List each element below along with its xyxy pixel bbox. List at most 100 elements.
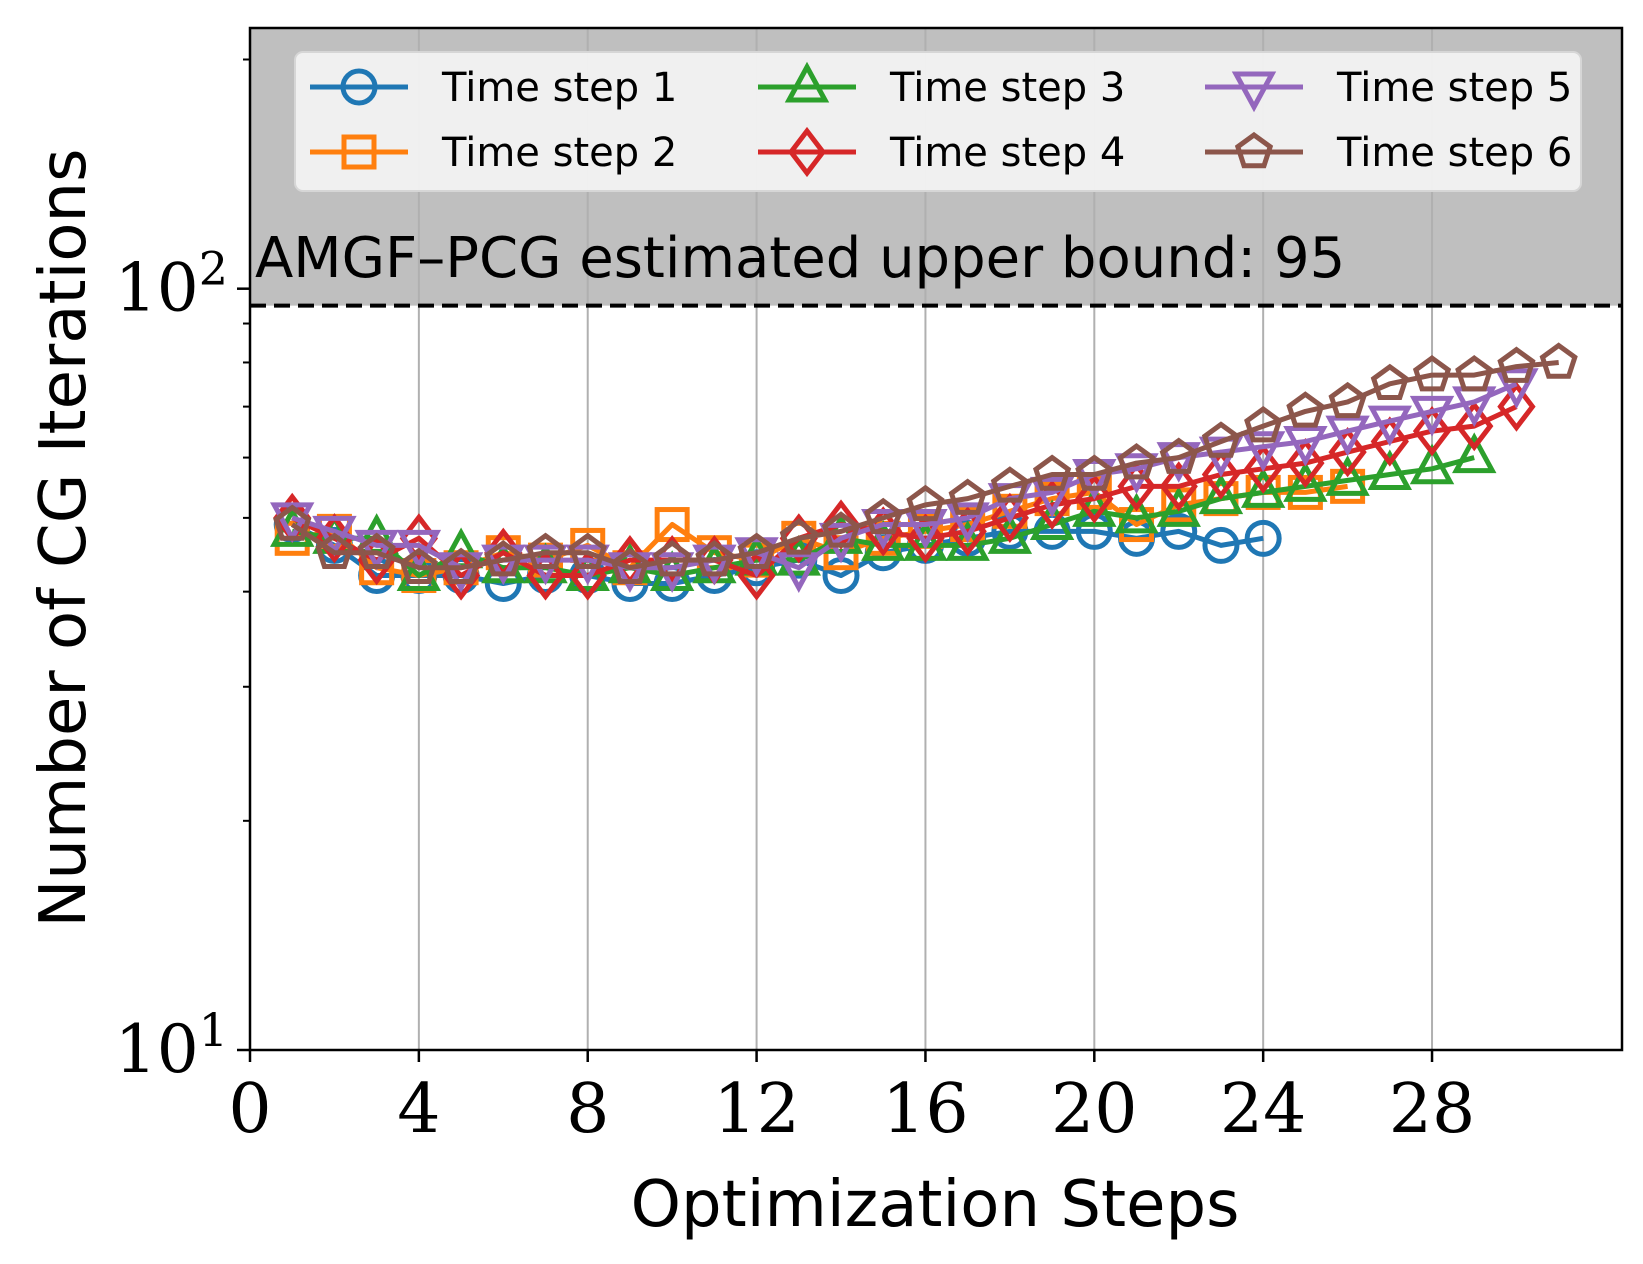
data-point <box>1159 437 1198 474</box>
data-point <box>1201 449 1241 500</box>
data-point <box>1286 391 1325 428</box>
data-point <box>1494 368 1539 410</box>
data-point <box>1244 443 1283 494</box>
data-point <box>1539 342 1578 379</box>
data-point <box>315 532 354 569</box>
legend-label: Time step 5 <box>1336 65 1572 111</box>
data-point <box>1202 526 1240 564</box>
x-tick-label: 24 <box>1220 1070 1307 1149</box>
y-tick-label: 102 <box>115 242 228 327</box>
data-point <box>1159 461 1198 512</box>
data-point <box>396 529 442 571</box>
data-point <box>948 506 987 557</box>
data-point <box>1075 512 1113 550</box>
data-point <box>990 466 1029 503</box>
x-tick-label: 12 <box>713 1070 800 1149</box>
legend-entry: Time step 1 <box>310 65 677 111</box>
legend: Time step 1 Time step 2 Time step 3 Time st… <box>294 51 1582 192</box>
data-point <box>1032 454 1072 491</box>
legend-entry: Time step 6 <box>1205 130 1572 176</box>
data-point <box>1283 425 1328 467</box>
x-tick-label: 8 <box>566 1070 609 1149</box>
data-point <box>737 532 776 569</box>
legend-label: Time step 2 <box>441 130 677 176</box>
axes-frame <box>248 26 1624 1052</box>
data-point <box>1370 416 1409 467</box>
data-point <box>354 529 399 571</box>
data-point <box>1198 473 1244 515</box>
legend-marker <box>340 68 378 106</box>
legend-label: Time step 1 <box>441 65 677 111</box>
data-point <box>1156 486 1201 527</box>
data-point <box>1240 431 1286 472</box>
data-point <box>607 552 653 593</box>
series-layer <box>270 342 1578 602</box>
x-tick-label: 20 <box>1051 1070 1138 1149</box>
data-point <box>1286 438 1325 489</box>
upper-bound-label: AMGF–PCG estimated upper bound: 95 <box>255 226 1345 291</box>
data-point <box>438 552 484 593</box>
data-point <box>1497 381 1536 432</box>
data-point <box>1409 443 1455 485</box>
data-point <box>441 547 481 584</box>
data-point <box>906 513 945 564</box>
data-point <box>1117 443 1156 480</box>
legend-marker <box>787 126 827 178</box>
data-point <box>396 550 442 592</box>
data-point <box>1075 473 1114 524</box>
series-line <box>290 360 1559 571</box>
data-point <box>987 513 1033 554</box>
data-point <box>1240 467 1286 508</box>
data-point <box>695 540 734 577</box>
series-line <box>291 404 1518 578</box>
data-point <box>948 478 987 515</box>
data-point <box>1455 355 1494 392</box>
data-point <box>1409 395 1455 437</box>
x-tick-label: 16 <box>882 1070 969 1149</box>
series-6 <box>273 342 1578 584</box>
x-tick-label: 28 <box>1389 1070 1476 1149</box>
data-point <box>945 502 990 544</box>
data-point <box>312 515 357 557</box>
data-point <box>903 509 948 550</box>
data-point <box>1283 461 1328 502</box>
x-tick-label: 0 <box>228 1070 271 1149</box>
data-point <box>864 497 903 535</box>
data-point <box>526 532 565 569</box>
data-point <box>906 484 945 522</box>
y-axis-label: Number of CG Iterations <box>27 149 101 928</box>
legend-marker <box>1234 131 1274 169</box>
data-point <box>357 532 396 569</box>
data-point <box>1114 492 1159 534</box>
data-point <box>779 518 818 555</box>
data-point <box>1328 381 1367 419</box>
x-axis-label: Optimization Steps <box>631 1168 1240 1242</box>
data-point <box>1201 421 1241 458</box>
data-point <box>1412 355 1452 392</box>
axes-layer: 0 4 8 12 16 20 24 28 101 102 <box>115 26 1624 1149</box>
legend-label: Time step 4 <box>889 130 1125 176</box>
legend-entry: Time step 4 <box>758 126 1125 178</box>
data-point <box>484 540 523 577</box>
data-point <box>1370 363 1409 401</box>
data-point <box>1367 405 1413 447</box>
data-point <box>273 504 312 541</box>
legend-marker <box>1231 71 1277 113</box>
y-tick-label: 101 <box>115 1003 228 1088</box>
legend-entry: Time step 3 <box>758 61 1125 111</box>
data-point <box>568 532 607 569</box>
data-point <box>1367 449 1413 491</box>
legend-entry: Time step 2 <box>310 130 677 176</box>
data-point <box>692 544 737 586</box>
data-point <box>1029 476 1075 518</box>
data-point <box>1497 346 1536 383</box>
data-point <box>1455 400 1494 452</box>
data-point <box>1029 499 1075 541</box>
legend-label: Time step 3 <box>889 65 1125 111</box>
legend-marker <box>784 61 830 103</box>
data-point <box>1072 459 1117 500</box>
data-point <box>1325 455 1370 496</box>
legend-entry: Time step 5 <box>1205 65 1572 113</box>
data-point <box>1075 454 1114 491</box>
